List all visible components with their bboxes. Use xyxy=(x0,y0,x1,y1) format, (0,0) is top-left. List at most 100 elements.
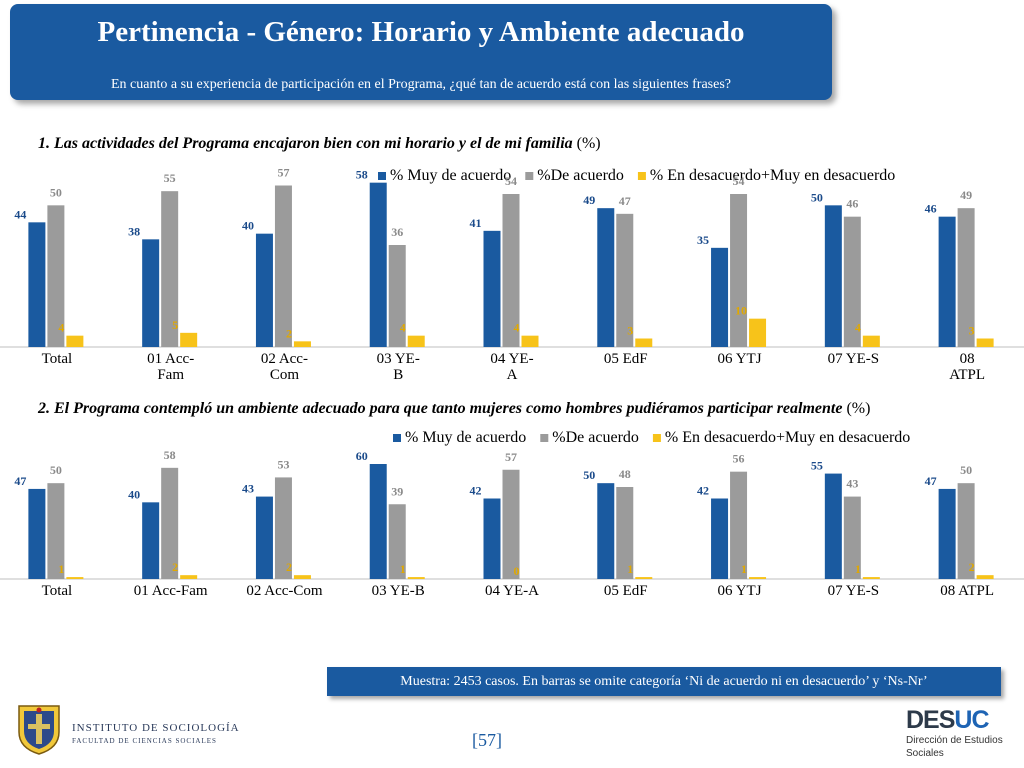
chart2-question: 2. El Programa contempló un ambiente ade… xyxy=(38,400,843,417)
data-label: 1 xyxy=(627,562,633,576)
data-label: 36 xyxy=(391,225,403,239)
x-tick-label: 04 YE- xyxy=(490,351,533,367)
x-tick-label: Total xyxy=(42,351,73,367)
data-label: 2 xyxy=(286,326,292,340)
institute-name: INSTITUTO DE SOCIOLOGÍA xyxy=(72,722,240,734)
data-label: 57 xyxy=(277,166,289,180)
bar xyxy=(255,233,273,347)
bar xyxy=(862,335,880,347)
data-label: 4 xyxy=(855,321,861,335)
bar xyxy=(711,247,729,347)
bar xyxy=(597,208,615,347)
data-label: 35 xyxy=(697,233,709,247)
bar xyxy=(616,213,634,347)
bar xyxy=(730,471,748,579)
bar xyxy=(502,194,520,347)
data-label: 55 xyxy=(811,459,823,473)
bar xyxy=(388,504,406,579)
chart2-title: 2. El Programa contempló un ambiente ade… xyxy=(38,400,870,418)
bar xyxy=(369,182,387,347)
bar xyxy=(47,205,65,347)
data-label: 41 xyxy=(470,216,482,230)
data-label: 58 xyxy=(164,448,176,462)
x-tick-label: 08 ATPL xyxy=(940,583,994,599)
desuc-wordmark-b: UC xyxy=(954,706,989,734)
bar xyxy=(749,318,767,347)
legend-swatch-2 xyxy=(540,434,549,442)
data-label: 53 xyxy=(277,457,289,471)
legend-swatch-2 xyxy=(525,172,534,180)
bar xyxy=(824,205,842,347)
data-label: 50 xyxy=(811,190,823,204)
data-label: 42 xyxy=(470,484,482,498)
legend-swatch-3 xyxy=(637,172,646,180)
data-label: 58 xyxy=(356,168,368,182)
bar xyxy=(255,496,273,579)
chart1-title: 1. Las actividades del Programa encajaro… xyxy=(38,135,601,153)
bar xyxy=(142,239,160,347)
data-label: 55 xyxy=(164,171,176,185)
data-label: 40 xyxy=(128,487,140,501)
data-label: 47 xyxy=(619,194,631,208)
x-tick-label: 05 EdF xyxy=(604,351,648,367)
data-label: 3 xyxy=(627,324,633,338)
legend-label-1: % Muy de acuerdo xyxy=(390,167,511,184)
data-label: 50 xyxy=(50,463,62,477)
bar xyxy=(293,341,311,347)
x-tick-label: Fam xyxy=(157,367,184,383)
legend-swatch-1 xyxy=(378,172,386,180)
bar xyxy=(483,230,501,347)
sample-footnote: Muestra: 2453 casos. En barras se omite … xyxy=(327,667,1001,696)
data-label: 4 xyxy=(58,321,64,335)
bar xyxy=(521,335,539,347)
bar xyxy=(957,483,975,579)
data-label: 1 xyxy=(741,562,747,576)
legend-label-3: % En desacuerdo+Muy en desacuerdo xyxy=(665,429,910,446)
data-label: 2 xyxy=(172,560,178,574)
bar xyxy=(843,496,861,579)
x-tick-label: 04 YE-A xyxy=(485,583,539,599)
data-label: 47 xyxy=(14,474,26,488)
data-label: 46 xyxy=(846,197,858,211)
data-label: 43 xyxy=(242,482,254,496)
bar xyxy=(730,194,748,347)
data-label: 57 xyxy=(505,450,517,464)
data-label: 4 xyxy=(514,321,520,335)
data-label: 40 xyxy=(242,219,254,233)
data-label: 49 xyxy=(960,188,972,202)
bar xyxy=(862,577,880,579)
x-tick-label: 07 YE-S xyxy=(828,351,880,367)
bar xyxy=(749,577,767,579)
data-label: 1 xyxy=(400,562,406,576)
data-label: 54 xyxy=(505,174,517,188)
bar xyxy=(161,191,179,347)
bar xyxy=(28,488,46,579)
instituto-sociologia-logo: INSTITUTO DE SOCIOLOGÍA FACULTAD DE CIEN… xyxy=(10,700,270,760)
x-tick-label: Com xyxy=(270,367,300,383)
chart1-question: 1. Las actividades del Programa encajaro… xyxy=(38,135,573,152)
bar xyxy=(957,208,975,347)
data-label: 43 xyxy=(846,477,858,491)
bar xyxy=(407,577,425,579)
bar xyxy=(843,216,861,347)
legend-swatch-3 xyxy=(652,434,661,442)
data-label: 2 xyxy=(286,560,292,574)
data-label: 50 xyxy=(50,185,62,199)
x-tick-label: 01 Acc- xyxy=(147,351,194,367)
bar xyxy=(597,483,615,579)
data-label: 50 xyxy=(583,468,595,482)
data-label: 0 xyxy=(514,564,520,578)
data-label: 46 xyxy=(925,202,937,216)
chart1-unit: (%) xyxy=(576,135,601,152)
data-label: 54 xyxy=(733,174,745,188)
data-label: 56 xyxy=(733,452,745,466)
x-tick-label: ATPL xyxy=(949,367,985,383)
bar xyxy=(976,338,994,347)
bar xyxy=(66,335,84,347)
bar xyxy=(180,332,198,347)
data-label: 47 xyxy=(925,474,937,488)
data-label: 10 xyxy=(735,304,747,318)
desuc-wordmark-a: DES xyxy=(906,706,955,734)
x-tick-label: 03 YE-B xyxy=(372,583,425,599)
bar xyxy=(388,245,406,347)
